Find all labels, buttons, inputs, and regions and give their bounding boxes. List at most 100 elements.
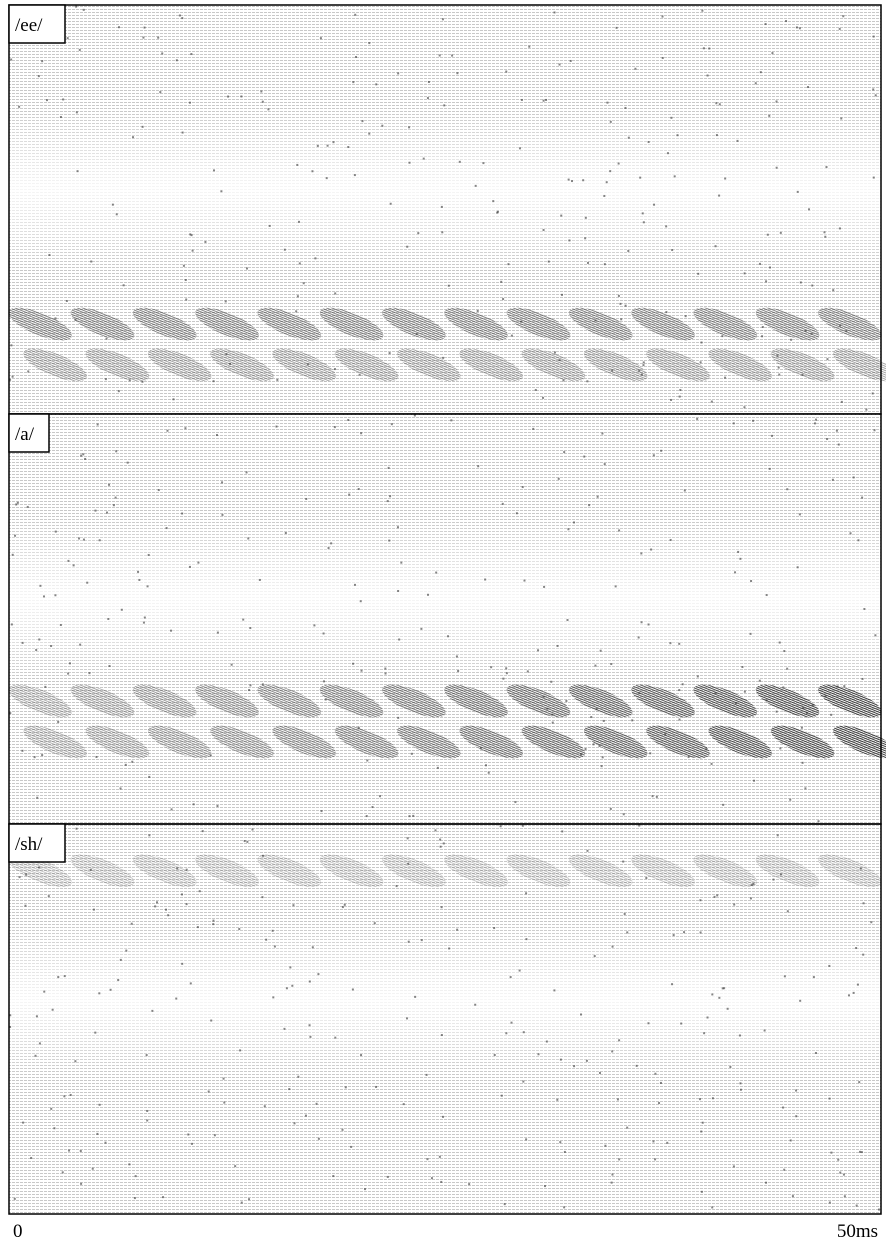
speckle <box>701 10 703 12</box>
speckle <box>359 374 361 376</box>
speckle <box>780 873 782 875</box>
speckle <box>751 884 753 886</box>
speckle <box>697 273 699 275</box>
speckle <box>57 721 59 723</box>
speckle <box>166 527 168 529</box>
speckle <box>719 103 721 105</box>
speckle <box>321 810 323 812</box>
speckle <box>120 959 122 961</box>
axis-start: 0 <box>13 1221 23 1242</box>
speckle <box>857 539 859 541</box>
speckle <box>543 229 545 231</box>
speckle <box>560 1059 562 1061</box>
speckle <box>841 401 843 403</box>
speckle <box>768 115 770 117</box>
speckle <box>440 846 442 848</box>
panel-fade <box>9 107 881 271</box>
speckle <box>441 1034 443 1036</box>
speckle <box>783 650 785 652</box>
speckle <box>375 1086 377 1088</box>
speckle <box>620 318 622 320</box>
speckle <box>131 923 133 925</box>
speckle <box>240 95 242 97</box>
speckle <box>398 638 400 640</box>
speckle <box>708 47 710 49</box>
speckle <box>53 1127 55 1129</box>
speckle <box>786 668 788 670</box>
speckle <box>417 232 419 234</box>
speckle <box>561 830 563 832</box>
speckle <box>636 1065 638 1067</box>
speckle <box>295 310 297 312</box>
speckle <box>199 890 201 892</box>
speckle <box>767 234 769 236</box>
speckle <box>601 765 603 767</box>
speckle <box>862 954 864 956</box>
speckle <box>457 670 459 672</box>
speckle <box>829 1098 831 1100</box>
speckle <box>618 1158 620 1160</box>
speckle <box>586 850 588 852</box>
speckle <box>522 1081 524 1083</box>
speckle <box>104 1142 106 1144</box>
speckle <box>387 500 389 502</box>
speckle <box>670 117 672 119</box>
speckle <box>493 927 495 929</box>
speckle <box>360 1054 362 1056</box>
speckle <box>560 215 562 217</box>
speckle <box>785 20 787 22</box>
speckle <box>782 686 784 688</box>
speckle <box>161 52 163 54</box>
speckle <box>805 330 807 332</box>
speckle <box>448 947 450 949</box>
speckle <box>848 994 850 996</box>
speckle <box>412 815 414 817</box>
speckle <box>584 237 586 239</box>
speckle <box>223 1102 225 1104</box>
speckle <box>830 714 832 716</box>
speckle <box>500 281 502 283</box>
speckle <box>737 551 739 553</box>
speckle <box>618 295 620 297</box>
speckle <box>265 939 267 941</box>
speckle <box>769 267 771 269</box>
speckle <box>60 624 62 626</box>
speckle <box>67 673 69 675</box>
speckle <box>616 27 618 29</box>
speckle <box>361 670 363 672</box>
speckle <box>743 406 745 408</box>
speckle <box>697 675 699 677</box>
speckle <box>39 1042 41 1044</box>
speckle <box>141 381 143 383</box>
speckle <box>855 947 857 949</box>
speckle <box>27 506 29 508</box>
speckle <box>440 1181 442 1183</box>
speckle <box>761 335 763 337</box>
speckle <box>799 513 801 515</box>
speckle <box>67 37 69 39</box>
speckle <box>246 841 248 843</box>
speckle <box>639 177 641 179</box>
speckle <box>78 537 80 539</box>
speckle <box>766 594 768 596</box>
speckle <box>179 14 181 16</box>
speckle <box>823 231 825 233</box>
speckle <box>242 619 244 621</box>
speckle <box>505 667 507 669</box>
speckle <box>492 200 494 202</box>
speckle <box>210 1020 212 1022</box>
speckle <box>729 1066 731 1068</box>
speckle <box>623 813 625 815</box>
speckle <box>840 117 842 119</box>
speckle <box>162 1196 164 1198</box>
speckle <box>115 497 117 499</box>
speckle <box>220 190 222 192</box>
speckle <box>115 450 117 452</box>
speckle <box>602 756 604 758</box>
speckle <box>641 621 643 623</box>
speckle <box>707 1016 709 1018</box>
speckle <box>132 136 134 138</box>
speckle <box>839 227 841 229</box>
speckle <box>244 840 246 842</box>
speckle <box>638 825 640 827</box>
